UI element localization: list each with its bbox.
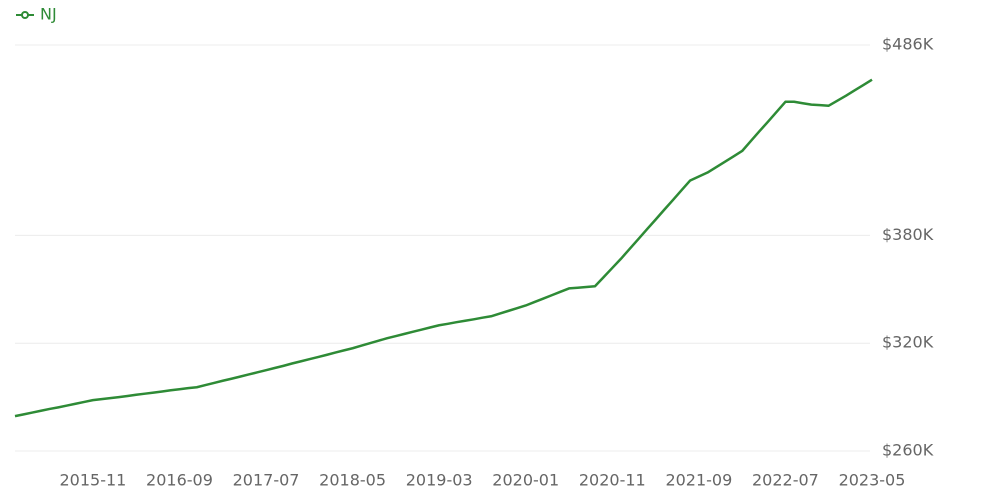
x-tick-label: 2017-07 [233,471,300,490]
x-tick-label: 2020-01 [492,471,559,490]
y-tick-label: $260K [882,441,934,460]
x-tick-label: 2023-05 [839,471,906,490]
line [14,78,873,418]
y-tick-label: $380K [882,225,934,244]
x-tick-label: 2019-03 [406,471,473,490]
x-tick-label: 2018-05 [319,471,386,490]
legend-label: NJ [40,5,57,24]
y-tick-label: $486K [882,35,934,54]
x-tick-label: 2020-11 [579,471,646,490]
x-tick-label: 2022-07 [752,471,819,490]
x-tick-label: 2016-09 [146,471,213,490]
legend-marker [21,11,29,19]
x-tick-label: 2021-09 [665,471,732,490]
x-tick-label: 2015-11 [59,471,126,490]
y-tick-label: $320K [882,333,934,352]
